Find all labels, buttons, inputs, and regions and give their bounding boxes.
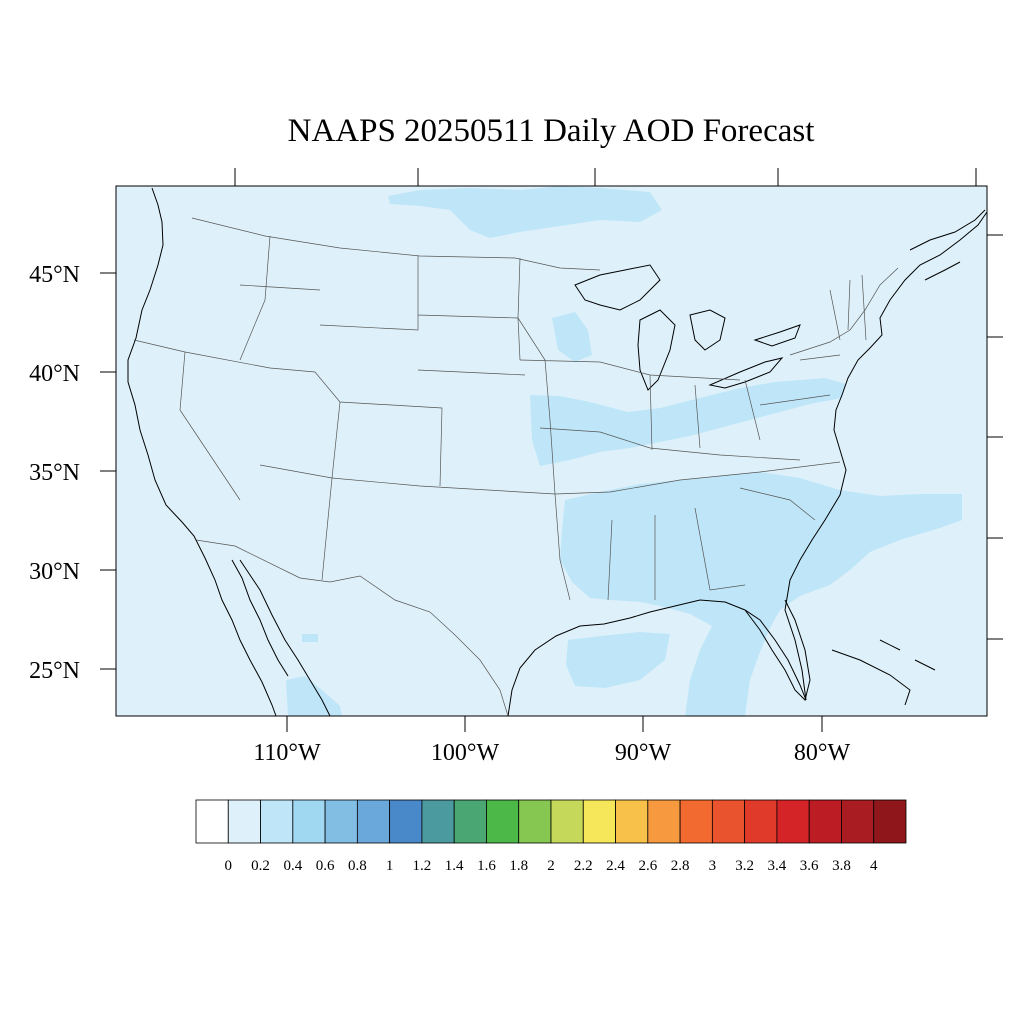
colorbar-swatch (518, 799, 552, 844)
colorbar-tick-label: 0.8 (348, 858, 367, 874)
colorbar-labels: 0 0.2 0.4 0.6 0.8 1 1.2 1.4 1.6 1.8 2 2.2 2.4 2.6 2.8 3… (225, 858, 878, 874)
colorbar-tick-label: 0.4 (283, 858, 302, 874)
tick-marks (100, 168, 1003, 732)
colorbar-swatch (582, 799, 616, 844)
colorbar-swatch (679, 799, 713, 844)
aod-plumes (286, 186, 962, 716)
plume-southeast (560, 472, 962, 716)
colorbar-tick-label: 0.2 (251, 858, 270, 874)
colorbar (195, 799, 907, 844)
colorbar-swatch (227, 799, 261, 844)
great-lakes (574, 264, 801, 391)
lon-label: 100°W (431, 740, 500, 766)
plume-baja (286, 676, 342, 716)
nova-scotia (909, 209, 986, 281)
map-frame (115, 185, 988, 717)
colorbar-tick-label: 1.8 (509, 858, 528, 874)
coastlines (127, 187, 988, 717)
colorbar-swatch (292, 799, 326, 844)
plume-midwest-band (530, 378, 846, 466)
colorbar-tick-label: 0 (225, 858, 233, 874)
latitude-labels: 45°N 40°N 35°N 30°N 25°N (29, 262, 80, 684)
mexico-west-coast (239, 559, 331, 717)
colorbar-swatch (389, 799, 423, 844)
baja-gulf-coast (231, 559, 289, 677)
gulf-coast (507, 599, 807, 717)
colorbar-tick-label: 3.4 (768, 858, 787, 874)
colorbar-tick-label: 1.2 (413, 858, 432, 874)
colorbar-tick-label: 1.4 (445, 858, 464, 874)
canada-border-east (789, 267, 899, 356)
colorbar-swatch (711, 799, 746, 844)
state-lines-central (517, 257, 841, 601)
map-panel (115, 185, 988, 717)
colorbar-tick-label: 2 (547, 858, 555, 874)
cuba-bahamas (831, 639, 936, 706)
colorbar-swatch (873, 799, 907, 844)
colorbar-swatch (195, 799, 229, 844)
colorbar-tick-label: 0.6 (316, 858, 335, 874)
colorbar-tick-label: 2.6 (638, 858, 657, 874)
east-coast (784, 211, 988, 701)
plume-gulf-west (566, 632, 670, 688)
florida-peninsula (744, 599, 811, 701)
colorbar-swatch (486, 799, 520, 844)
lon-label: 90°W (615, 740, 672, 766)
plume-pacific-small (302, 634, 318, 642)
lat-label: 40°N (29, 361, 80, 387)
map-title: NAAPS 20250511 Daily AOD Forecast (288, 113, 815, 149)
colorbar-swatch (421, 799, 455, 844)
lon-label: 80°W (794, 740, 851, 766)
lat-label: 35°N (29, 460, 80, 486)
colorbar-tick-label: 3.8 (832, 858, 851, 874)
longitude-labels: 110°W 100°W 90°W 80°W (253, 740, 850, 766)
colorbar-swatch (841, 799, 875, 844)
colorbar-tick-label: 3.2 (735, 858, 754, 874)
colorbar-tick-label: 4 (870, 858, 878, 874)
colorbar-swatch (808, 799, 842, 844)
colorbar-tick-label: 3.6 (800, 858, 819, 874)
colorbar-tick-label: 1.6 (477, 858, 496, 874)
colorbar-tick-label: 2.8 (671, 858, 690, 874)
colorbar-swatch (615, 799, 649, 844)
canada-border (191, 217, 601, 271)
colorbar-swatch (453, 799, 487, 844)
colorbar-tick-label: 3 (709, 858, 717, 874)
colorbar-swatch (356, 799, 391, 844)
colorbar-swatch (776, 799, 810, 844)
state-lines-east (649, 274, 867, 521)
plume-north-border (388, 186, 662, 238)
colorbar-swatch (550, 799, 584, 844)
colorbar-swatch (324, 799, 358, 844)
plume-great-lakes (552, 312, 592, 362)
lat-label: 25°N (29, 658, 80, 684)
colorbar-swatch (744, 799, 778, 844)
colorbar-tick-label: 1 (386, 858, 394, 874)
colorbar-tick-label: 2.2 (574, 858, 593, 874)
political-borders (133, 217, 899, 717)
lat-label: 30°N (29, 559, 80, 585)
mexico-border (195, 539, 509, 717)
colorbar-swatch (647, 799, 681, 844)
colorbar-tick-label: 2.4 (606, 858, 625, 874)
west-coast (127, 187, 277, 717)
colorbar-swatch (260, 799, 294, 844)
lon-label: 110°W (253, 740, 321, 766)
lat-label: 45°N (29, 262, 80, 288)
